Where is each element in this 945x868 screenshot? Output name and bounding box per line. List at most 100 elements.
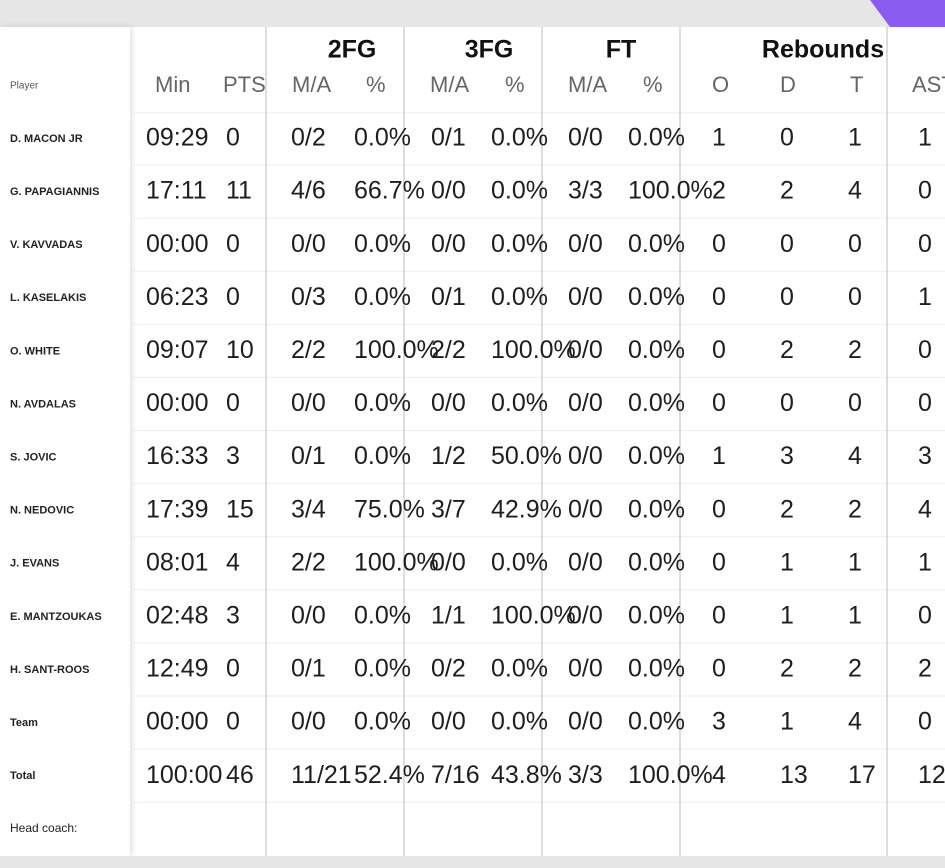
stat-cell: 0 <box>712 602 726 630</box>
player-name: E. MANTZOUKAS <box>10 611 102 623</box>
stat-cell: 0.0% <box>628 124 685 152</box>
head-coach: Head coach: <box>10 821 77 835</box>
stat-cell: 0/1 <box>431 124 466 152</box>
stat-cell: 0.0% <box>354 602 411 630</box>
stat-cell: 0/0 <box>568 442 603 470</box>
stat-cell: 0.0% <box>491 708 548 736</box>
stat-cell: 06:23 <box>146 283 209 311</box>
stat-cell: 2 <box>780 336 794 364</box>
player-name: O. WHITE <box>10 345 60 357</box>
stat-cell: 3/3 <box>568 761 603 789</box>
stat-cell: 12 <box>918 761 945 789</box>
stat-cell: 09:29 <box>146 124 209 152</box>
player-column <box>0 27 130 856</box>
stat-cell: 0/0 <box>431 708 466 736</box>
stat-cell: 0 <box>712 495 726 523</box>
group-header: 3FG <box>465 36 514 64</box>
stat-cell: 0/0 <box>568 655 603 683</box>
stat-cell: 0/1 <box>291 442 326 470</box>
stat-cell: 1 <box>712 124 726 152</box>
stat-cell: 0 <box>712 336 726 364</box>
stat-cell: 4 <box>848 708 862 736</box>
stat-cell: 43.8% <box>491 761 562 789</box>
player-name: Team <box>10 717 38 729</box>
stat-cell: 02:48 <box>146 602 209 630</box>
stat-cell: 2 <box>848 655 862 683</box>
stat-cell: 0.0% <box>628 442 685 470</box>
stat-cell: 0 <box>712 548 726 576</box>
stat-cell: 1 <box>918 283 932 311</box>
stat-cell: 3/7 <box>431 495 466 523</box>
player-name: N. AVDALAS <box>10 398 76 410</box>
stat-cell: 1 <box>780 602 794 630</box>
player-header: Player <box>10 81 39 92</box>
stat-cell: 1/2 <box>431 442 466 470</box>
stat-cell: 0 <box>226 655 240 683</box>
column-header: O <box>712 72 729 97</box>
top-bar <box>0 0 945 27</box>
stat-cell: 0 <box>780 124 794 152</box>
stat-cell: 0/0 <box>291 230 326 258</box>
stat-cell: 0.0% <box>491 389 548 417</box>
stat-cell: 0 <box>780 283 794 311</box>
stat-cell: 1 <box>712 442 726 470</box>
stat-cell: 0/0 <box>568 708 603 736</box>
stat-cell: 100:00 <box>146 761 222 789</box>
player-name: G. PAPAGIANNIS <box>10 186 99 198</box>
column-header: % <box>643 72 663 97</box>
column-header: M/A <box>292 72 331 97</box>
stat-cell: 0.0% <box>491 230 548 258</box>
stat-cell: 00:00 <box>146 230 209 258</box>
stat-cell: 0 <box>848 389 862 417</box>
stat-cell: 2 <box>848 336 862 364</box>
stat-cell: 1 <box>848 124 862 152</box>
stat-cell: 1 <box>780 708 794 736</box>
stat-cell: 0/0 <box>568 283 603 311</box>
stat-cell: 0/0 <box>291 708 326 736</box>
stat-cell: 0.0% <box>628 336 685 364</box>
stat-cell: 0 <box>918 177 932 205</box>
stat-cell: 0 <box>918 389 932 417</box>
stat-cell: 16:33 <box>146 442 209 470</box>
stat-cell: 0.0% <box>354 124 411 152</box>
stat-cell: 0 <box>848 283 862 311</box>
stat-cell: 0.0% <box>628 548 685 576</box>
stat-cell: 0/1 <box>431 283 466 311</box>
stat-cell: 52.4% <box>354 761 425 789</box>
stat-cell: 2 <box>848 495 862 523</box>
stat-cell: 0/0 <box>568 336 603 364</box>
stat-cell: 0 <box>226 708 240 736</box>
stat-cell: 17:11 <box>146 177 207 205</box>
stat-cell: 1 <box>918 124 932 152</box>
stat-cell: 4 <box>918 495 932 523</box>
stat-cell: 0/0 <box>431 389 466 417</box>
stat-cell: 46 <box>226 761 254 789</box>
stat-cell: 0/0 <box>568 602 603 630</box>
stat-cell: 0 <box>712 655 726 683</box>
column-header: M/A <box>430 72 469 97</box>
stat-cell: 4 <box>848 177 862 205</box>
stat-cell: 0 <box>918 336 932 364</box>
stat-cell: 0/2 <box>291 124 326 152</box>
stat-cell: 11 <box>226 177 252 205</box>
stat-cell: 4 <box>226 548 240 576</box>
stat-cell: 0 <box>712 230 726 258</box>
stat-cell: 0 <box>918 230 932 258</box>
stat-cell: 42.9% <box>491 495 562 523</box>
group-header: FT <box>606 36 637 64</box>
stat-cell: 15 <box>226 495 254 523</box>
column-header: % <box>505 72 525 97</box>
stat-cell: 100.0% <box>491 602 576 630</box>
stat-cell: 100.0% <box>354 548 439 576</box>
stat-cell: 0.0% <box>628 283 685 311</box>
stat-cell: 0.0% <box>628 602 685 630</box>
stat-cell: 00:00 <box>146 708 209 736</box>
stat-cell: 3 <box>780 442 794 470</box>
stat-cell: 0/0 <box>568 230 603 258</box>
stat-cell: 3 <box>918 442 932 470</box>
stat-cell: 66.7% <box>354 177 425 205</box>
stat-cell: 4 <box>712 761 726 789</box>
stat-cell: 0/0 <box>431 177 466 205</box>
